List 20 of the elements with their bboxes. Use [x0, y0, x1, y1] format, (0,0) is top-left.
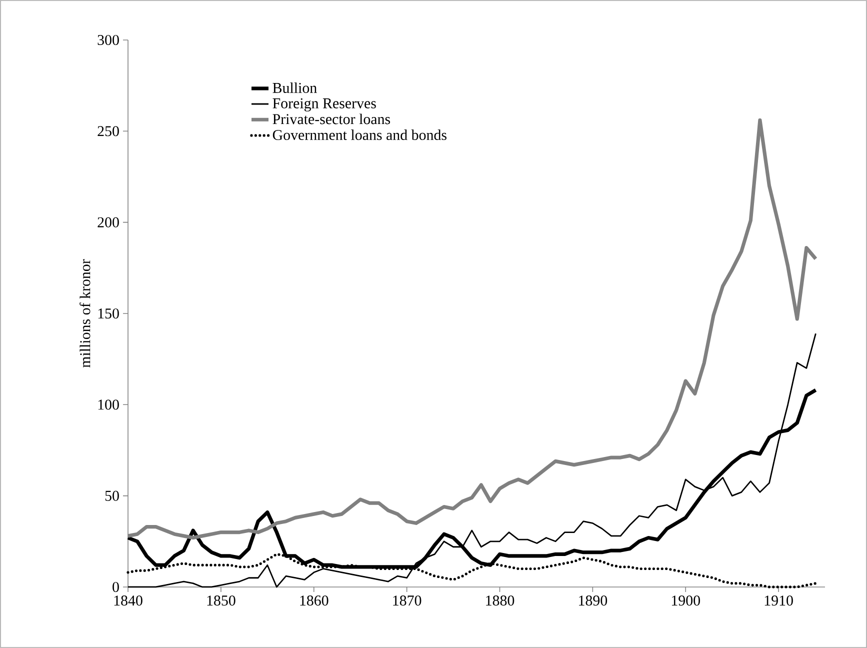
x-tick-label: 1880 — [486, 596, 514, 606]
y-tick-label: 250 — [98, 126, 119, 136]
y-tick-label: 0 — [112, 582, 119, 592]
y-tick-label: 150 — [98, 308, 119, 319]
x-tick-label: 1870 — [393, 596, 422, 606]
y-tick-label: 200 — [98, 217, 119, 228]
x-tick-label: 1890 — [579, 596, 608, 606]
x-tick-label: 1850 — [207, 596, 236, 606]
x-tick-label: 1900 — [672, 596, 700, 606]
x-tick-label: 1840 — [114, 596, 142, 606]
y-tick-label: 50 — [105, 490, 119, 501]
x-tick-label: 1910 — [764, 596, 793, 606]
y-tick-label: 300 — [98, 34, 119, 46]
x-tick-label: 1860 — [300, 596, 328, 606]
legend-label: Private-sector loans — [272, 114, 390, 124]
legend-label: Government loans and bonds — [272, 130, 446, 140]
y-axis-title: millions of kronor — [80, 259, 90, 368]
legend-label: Foreign Reserves — [272, 98, 376, 112]
legend-label: Bullion — [272, 82, 317, 93]
y-tick-label: 100 — [98, 400, 119, 410]
